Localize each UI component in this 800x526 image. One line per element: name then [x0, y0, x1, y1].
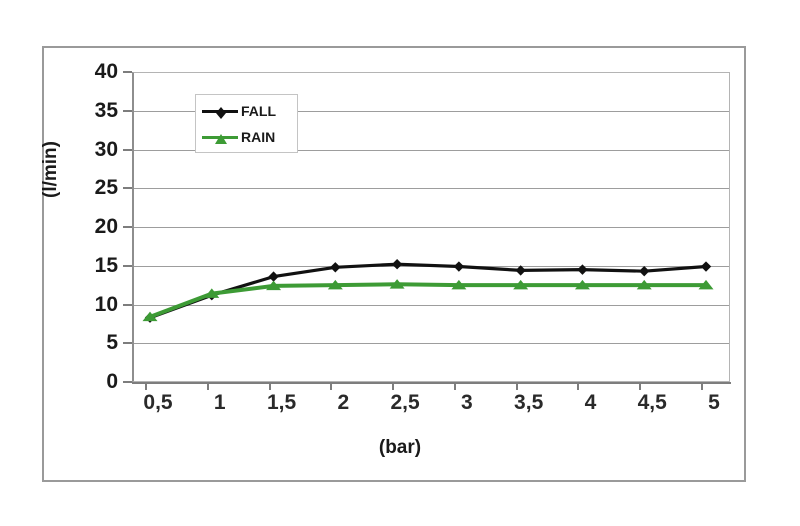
x-axis-line [132, 382, 731, 384]
y-tick-mark [123, 187, 132, 190]
y-tick-mark [123, 148, 132, 151]
x-tick-mark [145, 382, 147, 390]
legend-swatch-rain [202, 130, 238, 144]
y-tick-label: 5 [106, 331, 118, 355]
y-tick-mark [123, 303, 132, 306]
data-point-marker-fall [453, 261, 465, 272]
x-tick-mark [515, 382, 518, 390]
y-tick-label: 0 [106, 370, 118, 393]
legend-item-fall[interactable]: FALL [202, 100, 276, 122]
data-point-marker-rain [513, 279, 529, 290]
y-tick-mark [123, 264, 132, 267]
x-tick-mark [701, 382, 703, 390]
y-tick-label: 30 [94, 137, 118, 161]
data-point-marker-fall [515, 265, 526, 276]
y-tick-mark [123, 342, 132, 345]
x-tick-label: 2 [337, 391, 350, 414]
data-point-marker-fall [391, 259, 403, 270]
gridline [132, 188, 730, 190]
x-tick-label: 0,5 [143, 391, 173, 414]
x-tick-mark [639, 382, 642, 390]
chart-legend: FALL RAIN [195, 94, 298, 153]
data-point-marker-fall [639, 265, 650, 277]
data-point-marker-rain [636, 279, 652, 290]
y-tick-mark [123, 226, 132, 228]
diamond-icon [215, 106, 227, 124]
triangle-icon [215, 132, 227, 150]
series-layer [142, 259, 714, 323]
x-tick-mark [330, 382, 333, 390]
series-line-rain [148, 282, 708, 319]
y-tick-mark [123, 71, 132, 73]
data-point-marker-rain [451, 279, 467, 290]
legend-swatch-fall [202, 104, 238, 119]
data-point-marker-rain [327, 279, 343, 290]
gridline [132, 110, 730, 112]
x-tick-label: 2,5 [390, 391, 420, 414]
data-point-marker-fall [577, 264, 588, 275]
x-tick-mark [268, 382, 271, 390]
gridline [132, 343, 730, 345]
x-tick-label: 1 [213, 391, 226, 414]
data-point-marker-fall [268, 271, 279, 282]
x-tick-label: 3 [461, 391, 473, 414]
x-tick-label: 5 [708, 391, 720, 414]
x-tick-label: 4,5 [637, 391, 667, 414]
y-tick-label: 35 [94, 98, 118, 122]
data-point-marker-rain [142, 311, 158, 322]
y-tick-label: 20 [94, 215, 118, 238]
x-tick-mark [577, 382, 580, 390]
data-point-marker-fall [700, 261, 712, 272]
y-tick-mark [123, 109, 132, 112]
y-tick-label: 15 [94, 253, 118, 277]
x-tick-label: 4 [584, 391, 597, 414]
x-tick-label: 1,5 [266, 391, 297, 414]
x-tick-mark [392, 382, 395, 390]
data-point-marker-rain [574, 279, 590, 290]
gridline [132, 227, 730, 228]
gridline [132, 304, 730, 306]
x-tick-label: 3,5 [514, 391, 544, 414]
gridline [132, 149, 730, 151]
data-point-marker-rain [204, 288, 220, 298]
data-point-marker-rain [698, 279, 714, 290]
data-point-marker-fall [330, 262, 341, 273]
legend-label-fall: FALL [241, 103, 276, 119]
x-tick-mark [206, 382, 209, 390]
x-tick-mark [453, 382, 456, 390]
y-tick-label: 40 [94, 60, 118, 83]
y-tick-label: 10 [94, 292, 118, 316]
x-axis-title: (bar) [378, 437, 422, 458]
y-tick-label: 25 [94, 176, 118, 200]
y-tick-mark [123, 381, 132, 383]
series-line-fall [148, 262, 708, 320]
legend-item-rain[interactable]: RAIN [202, 126, 275, 148]
legend-label-rain: RAIN [241, 129, 276, 145]
data-point-marker-rain [389, 279, 405, 289]
data-point-marker-rain [266, 280, 282, 291]
